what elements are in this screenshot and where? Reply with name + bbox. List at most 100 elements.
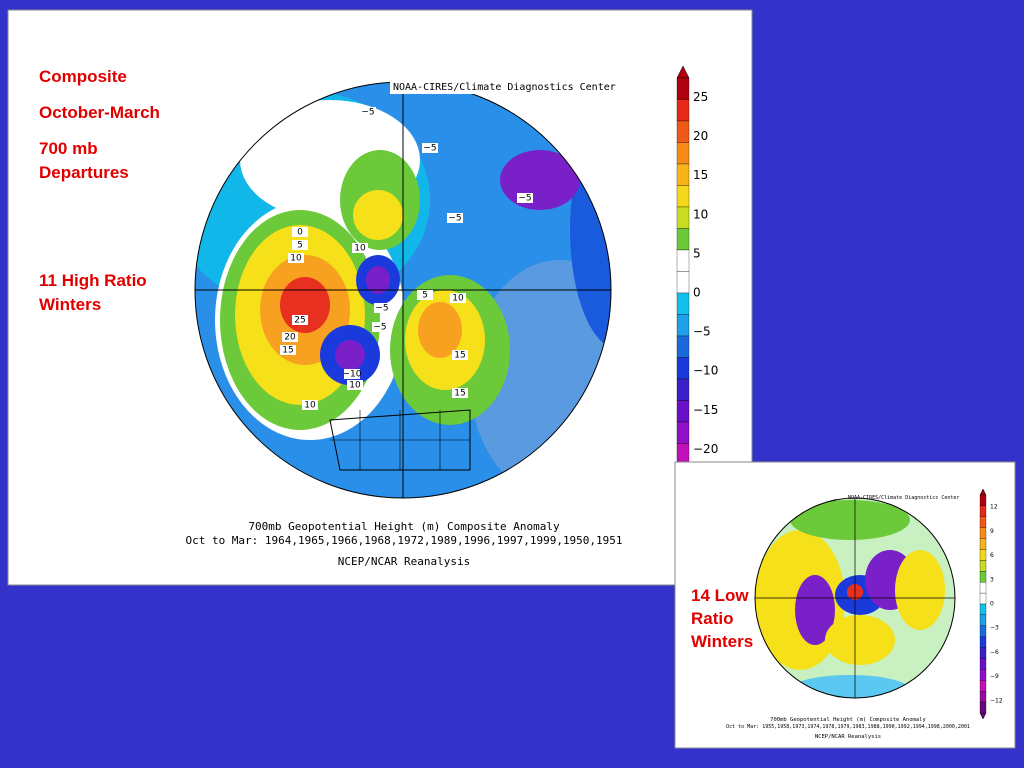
colorbar-segment <box>676 421 690 444</box>
colorbar-label: −10 <box>693 364 718 378</box>
contour-label: −5 <box>375 304 388 314</box>
colorbar-label: 20 <box>693 129 708 143</box>
colorbar-label: 0 <box>990 601 994 608</box>
colorbar-label: −6 <box>990 649 999 656</box>
colorbar-label: 10 <box>693 207 708 221</box>
colorbar-segment <box>979 538 987 550</box>
colorbar-label: −9 <box>990 673 999 680</box>
contour-label: 10 <box>452 294 464 304</box>
contour-label-bg <box>452 350 468 360</box>
map-header: NOAA-CIRES/Climate Diagnostics Center <box>393 82 616 93</box>
caption: NCEP/NCAR Reanalysis <box>815 734 881 740</box>
colorbar-segment <box>676 99 690 122</box>
colorbar-label: −20 <box>693 442 718 456</box>
colorbar-segment <box>676 335 690 358</box>
colorbar-segment <box>676 120 690 143</box>
contour-label: 15 <box>454 389 465 399</box>
map-header: NOAA-CIRES/Climate Diagnostics Center <box>848 495 959 501</box>
contour-label-bg <box>352 243 368 253</box>
colorbar-segment <box>979 516 987 528</box>
contour-label-bg <box>302 400 318 410</box>
contour-label: −5 <box>423 144 436 154</box>
contour-label-bg <box>372 322 388 332</box>
colorbar-segment <box>979 691 987 703</box>
colorbar-label: −3 <box>990 625 999 632</box>
colorbar-segment <box>979 636 987 648</box>
colorbar-segment <box>676 228 690 251</box>
contour-label-bg <box>280 345 296 355</box>
caption: 700mb Geopotential Height (m) Composite … <box>770 717 926 723</box>
colorbar-segment <box>979 614 987 626</box>
side-text: Composite <box>39 67 127 86</box>
colorbar-segment <box>676 163 690 186</box>
contour-label: −5 <box>361 108 374 118</box>
contour-label: 0 <box>297 228 303 238</box>
colorbar-segment <box>979 592 987 605</box>
inset-text: Winters <box>691 632 753 651</box>
colorbar-segment <box>979 701 987 714</box>
colorbar-segment <box>979 669 987 681</box>
colorbar-label: 0 <box>693 286 701 300</box>
contour-label-bg <box>292 240 308 250</box>
colorbar-label: −15 <box>693 403 718 417</box>
contour-label-bg <box>517 193 533 203</box>
side-text: 11 High Ratio <box>39 271 147 290</box>
colorbar-segment <box>979 603 987 616</box>
contour-label-bg <box>292 315 308 325</box>
contour-label: 5 <box>422 291 428 301</box>
caption: Oct to Mar: 1955,1958,1973,1974,1978,197… <box>726 724 970 730</box>
contour-label: 15 <box>282 346 293 356</box>
contour-label: −10 <box>343 370 362 380</box>
contour-label-bg <box>374 303 390 313</box>
contour-label-bg <box>360 107 376 117</box>
contour-label: 10 <box>290 254 302 264</box>
contour-label-bg <box>292 227 308 237</box>
side-text: Winters <box>39 295 101 314</box>
contour-label: 15 <box>454 351 465 361</box>
header-box <box>390 78 620 94</box>
colorbar-segment <box>676 314 690 337</box>
colorbar-segment <box>676 185 690 208</box>
colorbar-segment <box>676 271 690 294</box>
contour-label: −5 <box>518 194 531 204</box>
contour-label-bg <box>452 388 468 398</box>
inset-text: 14 Low <box>691 586 749 605</box>
side-text: 700 mb <box>39 139 98 158</box>
colorbar-segment <box>676 249 690 272</box>
contour-label-bg <box>422 143 438 153</box>
colorbar-segment <box>979 549 987 561</box>
caption: NCEP/NCAR Reanalysis <box>338 555 470 568</box>
colorbar-segment <box>676 206 690 229</box>
contour-label: 10 <box>304 401 316 411</box>
colorbar-segment <box>676 378 690 401</box>
contour-label: 10 <box>354 244 366 254</box>
contour-label-bg <box>282 332 298 342</box>
colorbar-segment <box>979 647 987 659</box>
contour-label-bg <box>344 369 360 379</box>
colorbar-label: −12 <box>990 697 1003 704</box>
side-text: Departures <box>39 163 129 182</box>
contour-label-bg <box>288 253 304 263</box>
colorbar-segment <box>979 658 987 670</box>
colorbar-segment <box>979 505 987 517</box>
colorbar-segment <box>979 680 987 692</box>
colorbar-segment <box>676 400 690 423</box>
colorbar-segment <box>676 357 690 380</box>
colorbar-segment <box>676 142 690 165</box>
colorbar-segment <box>676 292 690 315</box>
contour-label: −5 <box>373 323 386 333</box>
contour-label: 10 <box>349 381 361 391</box>
colorbar-label: 5 <box>693 246 701 260</box>
contour-label: 25 <box>294 316 305 326</box>
colorbar-label: 6 <box>990 552 994 559</box>
colorbar-segment <box>979 560 987 572</box>
colorbar-segment <box>979 527 987 539</box>
colorbar-label: 25 <box>693 90 708 104</box>
contour-label-bg <box>347 380 363 390</box>
colorbar-label: −5 <box>693 325 711 339</box>
side-text: October-March <box>39 103 160 122</box>
contour-label: 5 <box>297 241 303 251</box>
colorbar-label: 9 <box>990 528 994 535</box>
colorbar-segment <box>979 625 987 637</box>
